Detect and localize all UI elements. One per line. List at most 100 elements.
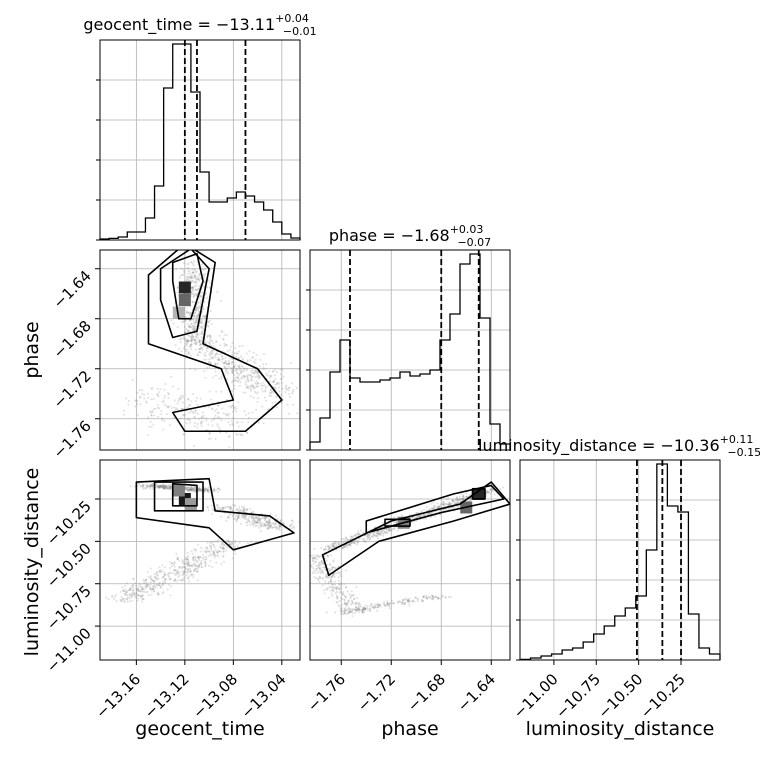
sample-point	[341, 541, 344, 544]
sample-point	[200, 563, 203, 566]
sample-point	[194, 328, 197, 331]
sample-point	[337, 565, 340, 568]
sample-point	[177, 566, 180, 569]
scatter-panel-phase-vs-geocent_time	[99, 249, 301, 451]
sample-point	[141, 590, 144, 593]
sample-point	[328, 567, 331, 570]
sample-point	[192, 327, 195, 330]
sample-point	[171, 385, 174, 388]
sample-point	[336, 572, 339, 575]
sample-point	[364, 608, 367, 611]
sample-point	[430, 594, 433, 597]
sample-point	[139, 583, 142, 586]
sample-point	[306, 574, 308, 576]
sample-point	[134, 582, 137, 585]
sample-point	[291, 390, 294, 393]
sample-point	[322, 548, 325, 551]
sample-point	[216, 551, 219, 554]
sample-point	[370, 603, 373, 606]
sample-point	[151, 579, 154, 582]
sample-point	[246, 521, 249, 524]
sample-point	[425, 596, 428, 599]
sample-point	[200, 321, 203, 324]
sample-point	[218, 377, 221, 380]
sample-point	[378, 603, 381, 606]
sample-point	[263, 396, 266, 399]
sample-point	[343, 583, 346, 586]
sample-point	[141, 483, 144, 486]
sample-point	[337, 541, 340, 544]
sample-point	[436, 597, 439, 600]
sample-point	[231, 367, 234, 370]
sample-point	[413, 600, 416, 603]
sample-point	[154, 586, 157, 589]
sample-point	[229, 348, 232, 351]
sample-point	[189, 312, 192, 315]
sample-point	[159, 585, 162, 588]
sample-point	[150, 578, 153, 581]
sample-point	[181, 320, 184, 323]
sample-point	[448, 503, 451, 506]
sample-point	[325, 574, 328, 577]
sample-point	[343, 545, 346, 548]
sample-point	[187, 560, 190, 563]
sample-point	[195, 316, 198, 319]
sample-point	[213, 554, 216, 557]
sample-point	[194, 319, 197, 322]
sample-point	[346, 539, 349, 542]
sample-point	[137, 597, 140, 600]
sample-point	[220, 330, 223, 333]
sample-point	[167, 484, 170, 487]
sample-point	[205, 551, 208, 554]
sample-point	[136, 593, 139, 596]
sample-point	[196, 321, 199, 324]
sample-point	[239, 381, 242, 384]
sample-point	[201, 557, 204, 560]
sample-point	[368, 534, 371, 537]
sample-point	[213, 553, 216, 556]
sample-point	[428, 596, 431, 599]
sample-point	[445, 503, 448, 506]
sample-point	[190, 400, 193, 403]
sample-point	[198, 339, 201, 342]
sample-point	[433, 505, 436, 508]
sample-point	[337, 543, 340, 546]
sample-point	[246, 374, 249, 377]
sample-point	[377, 605, 380, 608]
sample-point	[345, 603, 348, 606]
sample-point	[226, 517, 229, 520]
sample-point	[190, 486, 193, 489]
sample-point	[254, 358, 257, 361]
sample-point	[257, 519, 260, 522]
sample-point	[356, 532, 359, 535]
sample-point	[343, 608, 346, 611]
sample-point	[222, 550, 225, 553]
sample-point	[395, 521, 398, 524]
sample-point	[190, 279, 193, 282]
sample-point	[195, 294, 198, 297]
sample-point	[325, 588, 328, 591]
sample-point	[177, 291, 180, 294]
sample-point	[314, 560, 317, 563]
sample-point	[248, 520, 251, 523]
sample-point	[193, 488, 196, 491]
sample-point	[384, 530, 387, 533]
sample-point	[191, 329, 194, 332]
sample-point	[179, 417, 182, 420]
sample-point	[203, 487, 206, 490]
sample-point	[227, 539, 230, 542]
sample-point	[327, 548, 330, 551]
sample-point	[185, 311, 188, 314]
sample-point	[253, 519, 256, 522]
sample-point	[205, 366, 208, 369]
sample-point	[225, 519, 228, 522]
sample-point	[312, 554, 315, 557]
sample-point	[123, 409, 126, 412]
sample-point	[288, 386, 291, 389]
sample-point	[139, 590, 142, 593]
sample-point	[269, 520, 272, 523]
sample-point	[200, 566, 203, 569]
contour-line	[321, 481, 510, 577]
sample-point	[238, 345, 241, 348]
sample-point	[194, 487, 197, 490]
